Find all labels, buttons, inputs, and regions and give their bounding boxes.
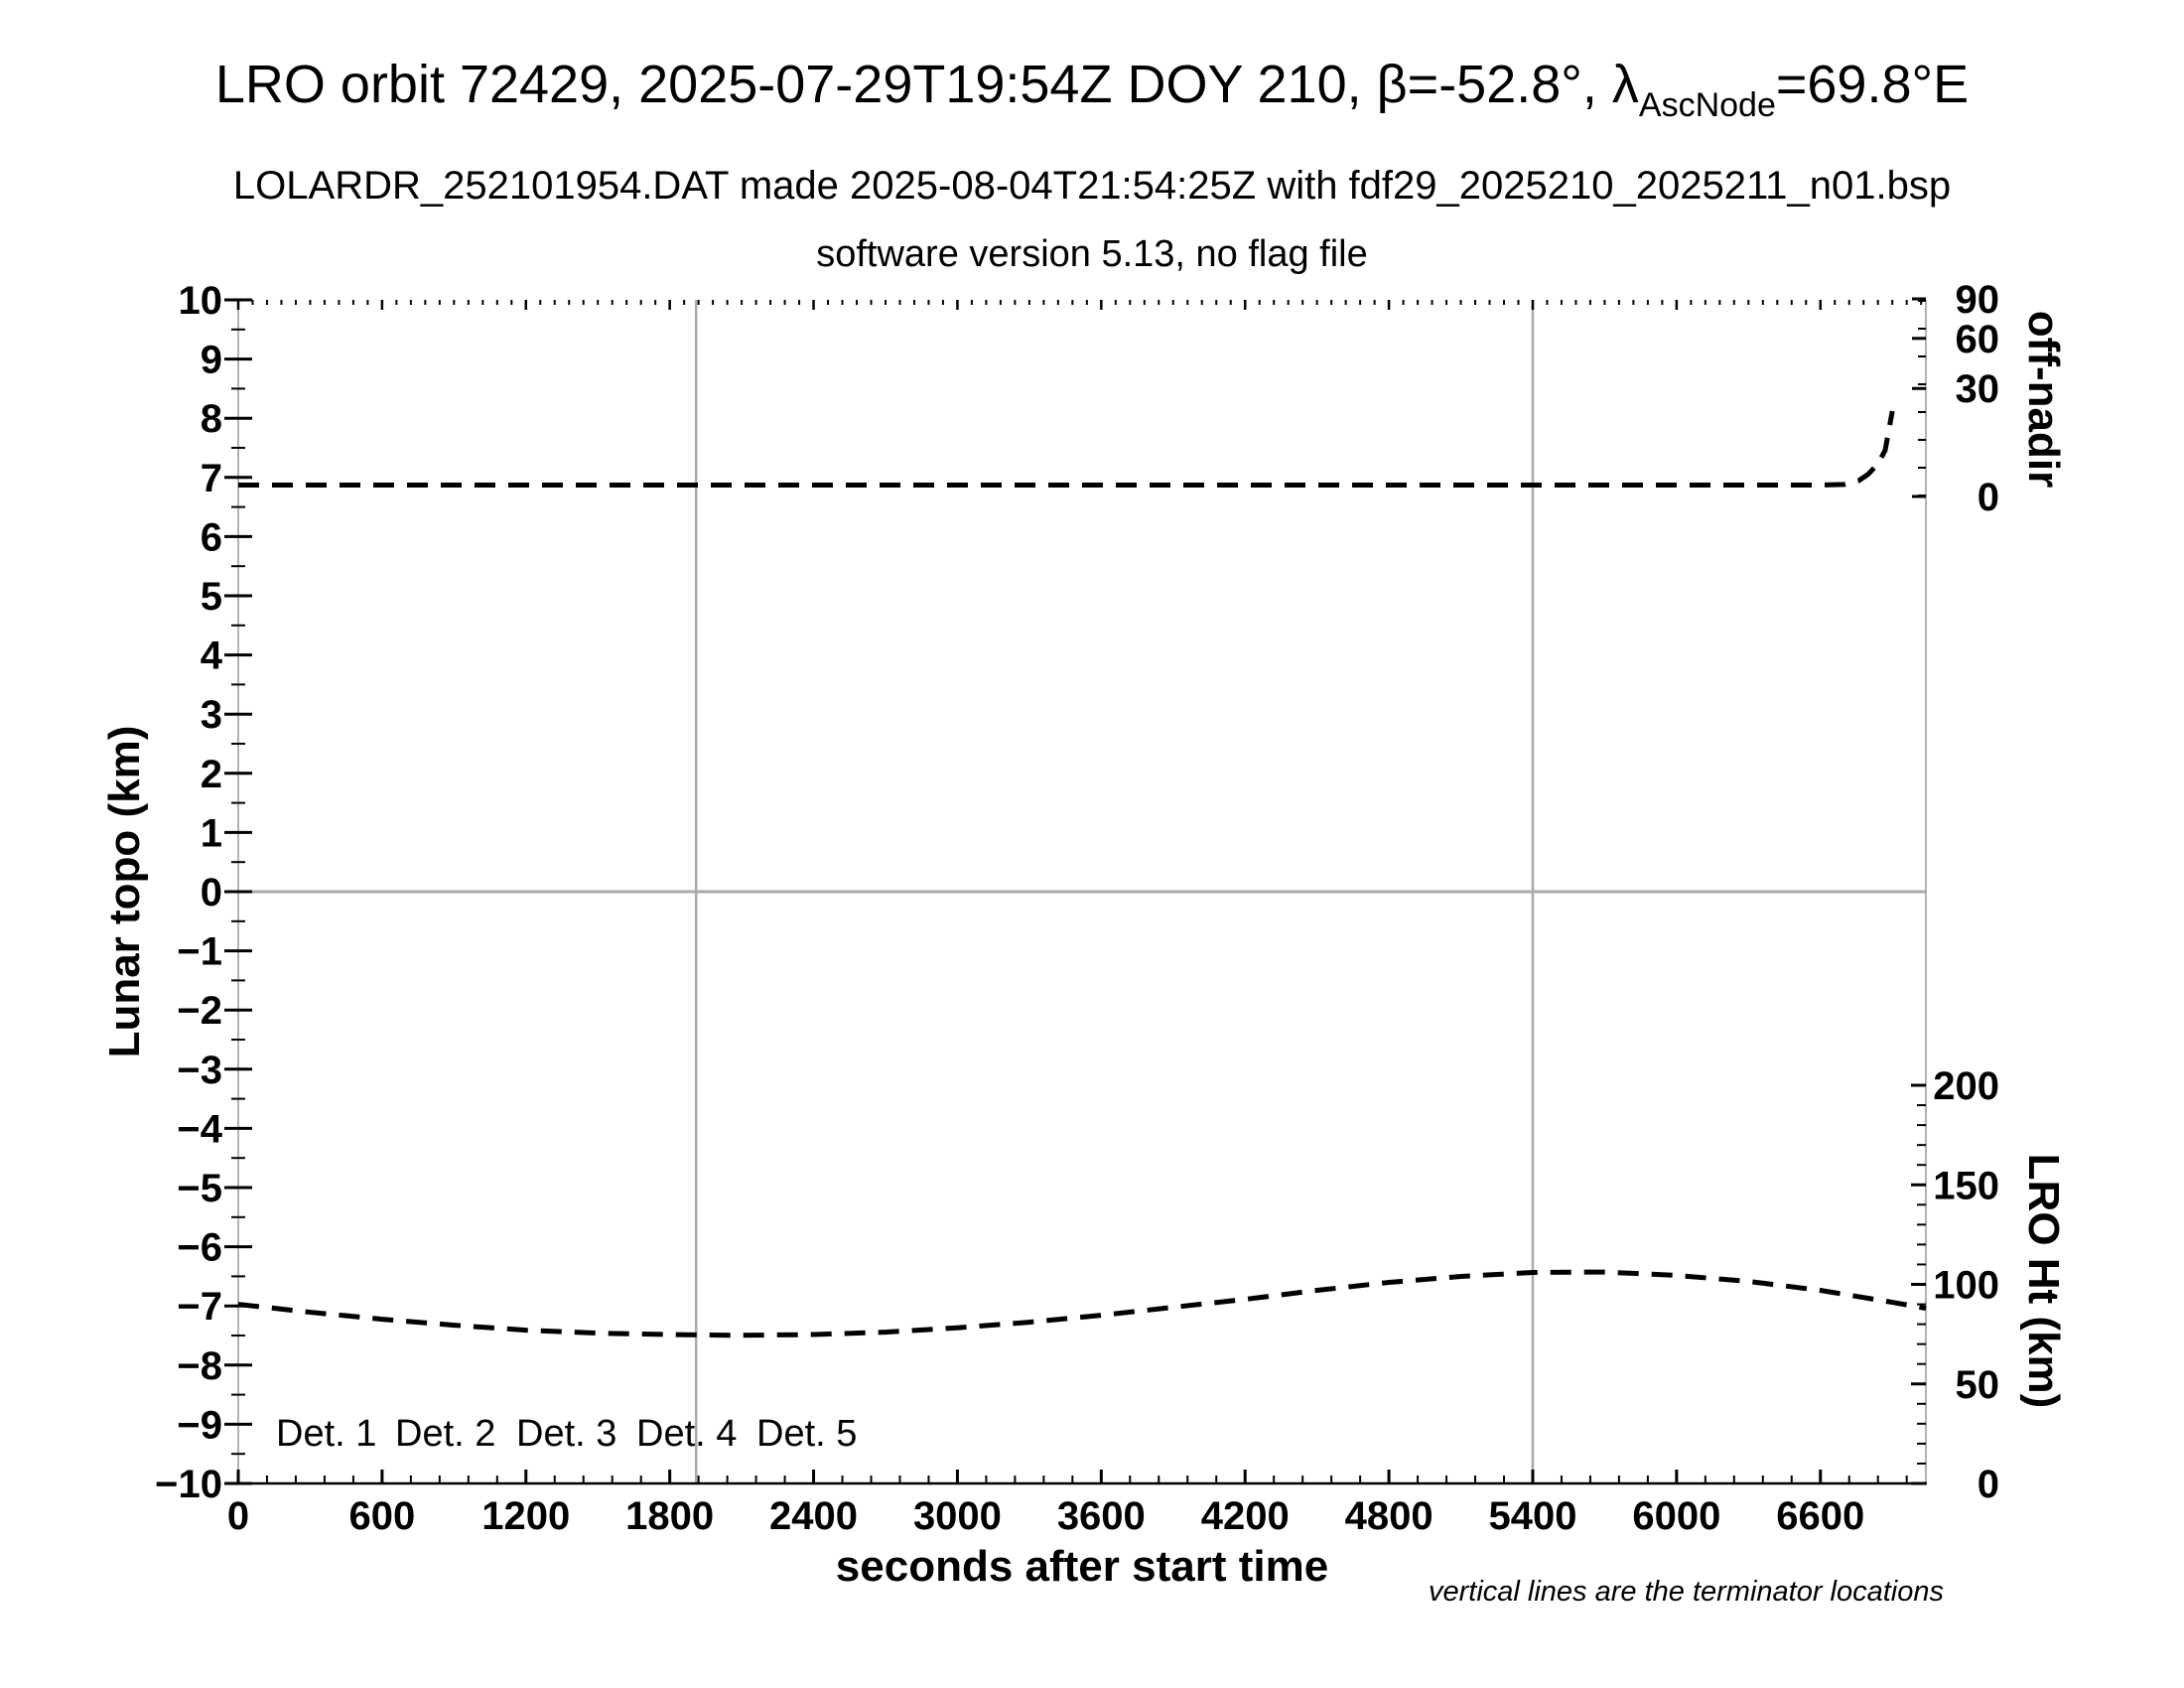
legend-item-det-1: Det. 1 [276,1413,376,1455]
svg-text:7: 7 [201,457,222,500]
svg-text:−2: −2 [177,989,222,1033]
svg-text:200: 200 [1933,1064,1999,1108]
svg-text:1: 1 [201,811,222,855]
svg-text:600: 600 [349,1494,416,1538]
svg-text:9: 9 [201,339,222,382]
chart-title-tail: =69.8°E [1776,55,1969,114]
svg-text:4800: 4800 [1345,1494,1433,1538]
svg-text:100: 100 [1933,1264,1999,1308]
lro-height-axis-tick-labels: 200 150 100 50 0 [1933,1064,1999,1506]
svg-text:0: 0 [1978,476,1999,519]
svg-text:0: 0 [227,1494,249,1538]
terminator-footnote: vertical lines are the terminator locati… [1429,1576,1944,1608]
chart-title: LRO orbit 72429, 2025-07-29T19:54Z DOY 2… [215,55,1969,124]
svg-text:6: 6 [201,515,222,559]
curve-LRO-height-above-surface [237,1269,1927,1338]
svg-text:−10: −10 [155,1463,222,1506]
svg-text:−6: −6 [177,1226,222,1270]
svg-text:2400: 2400 [769,1494,858,1538]
svg-text:0: 0 [201,871,222,914]
svg-text:1800: 1800 [625,1494,714,1538]
svg-text:−8: −8 [177,1344,222,1388]
lro-height-axis-ticks [1911,1083,1926,1485]
offnadir-axis-ticks [1912,297,1926,498]
svg-text:5: 5 [201,575,222,619]
svg-text:90: 90 [1956,278,2000,322]
svg-text:4: 4 [201,634,223,678]
svg-text:3600: 3600 [1057,1494,1146,1538]
svg-text:1200: 1200 [481,1494,570,1538]
svg-text:2: 2 [201,753,222,796]
legend-item-det-4: Det. 4 [636,1413,737,1455]
svg-text:−3: −3 [177,1049,222,1092]
legend: Det. 1 Det. 2 Det. 3 Det. 4 Det. 5 [276,1413,857,1455]
svg-text:4200: 4200 [1201,1494,1290,1538]
svg-text:10: 10 [179,279,223,323]
x-axis-tick-labels: 0 600 1200 1800 2400 3000 3600 4200 4800 5400 6000… [227,1494,1864,1538]
svg-text:−4: −4 [177,1107,222,1151]
svg-text:30: 30 [1956,367,2000,411]
legend-item-det-2: Det. 2 [395,1413,495,1455]
y-axis-title-lro-height: LRO Ht (km) [2019,1154,2068,1409]
legend-item-det-3: Det. 3 [516,1413,616,1455]
svg-text:0: 0 [1978,1463,1999,1506]
svg-text:−1: −1 [177,930,222,974]
y-axis-title-left: Lunar topo (km) [100,726,149,1058]
svg-text:−9: −9 [177,1403,222,1447]
svg-text:150: 150 [1933,1164,1999,1207]
curve-spacecraft-off-nadir-angle [238,410,1895,489]
plot-generated: 0 600 1200 1800 2400 3000 3600 4200 4800 5400 6000… [155,278,1999,1538]
svg-text:5400: 5400 [1488,1494,1576,1538]
x-axis-title: seconds after start time [836,1542,1328,1591]
svg-text:6600: 6600 [1776,1494,1864,1538]
svg-text:6000: 6000 [1632,1494,1720,1538]
data-curves [237,410,1927,1338]
svg-text:60: 60 [1956,318,2000,361]
x-axis-ticks [236,1470,1908,1483]
svg-text:3: 3 [201,693,222,737]
legend-item-det-5: Det. 5 [756,1413,857,1455]
svg-text:8: 8 [201,397,222,441]
svg-text:50: 50 [1956,1363,2000,1407]
svg-text:−7: −7 [177,1285,222,1329]
svg-text:3000: 3000 [913,1494,1002,1538]
chart-subtitle: LOLARDR_252101954.DAT made 2025-08-04T21… [233,164,1951,208]
y-axis-title-offnadir: off-nadir [2019,311,2068,488]
chart-version-line: software version 5.13, no flag file [816,233,1368,275]
chart-title-main: LRO orbit 72429, 2025-07-29T19:54Z DOY 2… [215,55,1639,114]
svg-text:−5: −5 [177,1167,222,1210]
reference-lines [238,300,1926,1483]
x-axis-top-ticks [236,300,1923,310]
chart-title-subscript: AscNode [1639,86,1776,124]
